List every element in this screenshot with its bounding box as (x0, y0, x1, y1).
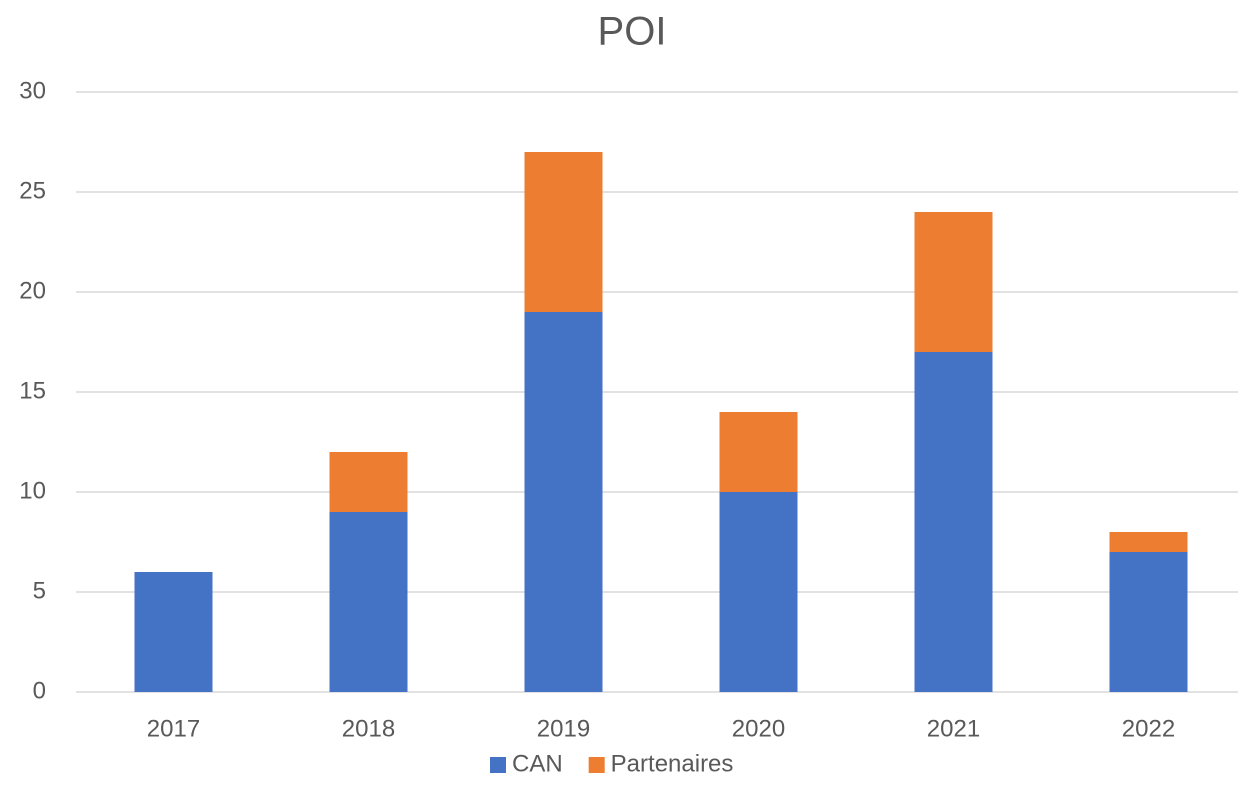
x-tick-label: 2017 (147, 715, 200, 742)
y-tick-label: 0 (33, 677, 46, 704)
y-tick-label: 25 (19, 177, 46, 204)
legend-label: Partenaires (611, 750, 734, 777)
chart-title: POI (598, 10, 667, 54)
x-tick-label: 2019 (537, 715, 590, 742)
bar-segment (719, 412, 798, 492)
bar-segment (1109, 552, 1188, 692)
bar-segment (329, 452, 408, 512)
y-tick-label: 30 (19, 77, 46, 104)
x-tick-label: 2018 (342, 715, 395, 742)
x-tick-label: 2021 (927, 715, 980, 742)
x-tick-label: 2020 (732, 715, 785, 742)
bar-segment (914, 352, 993, 692)
y-tick-label: 10 (19, 477, 46, 504)
bar-segment (914, 212, 993, 352)
x-tick-label: 2022 (1122, 715, 1175, 742)
bar-segment (524, 312, 603, 692)
legend-label: CAN (512, 750, 563, 777)
bar-segment (1109, 532, 1188, 552)
legend-swatch (490, 757, 506, 773)
bar-segment (329, 512, 408, 692)
legend-swatch (588, 757, 605, 773)
bar-segment (134, 572, 213, 692)
y-tick-label: 15 (19, 377, 46, 404)
y-tick-label: 5 (33, 577, 46, 604)
y-tick-label: 20 (19, 277, 46, 304)
bar-segment (524, 152, 603, 312)
bar-segment (719, 492, 798, 692)
